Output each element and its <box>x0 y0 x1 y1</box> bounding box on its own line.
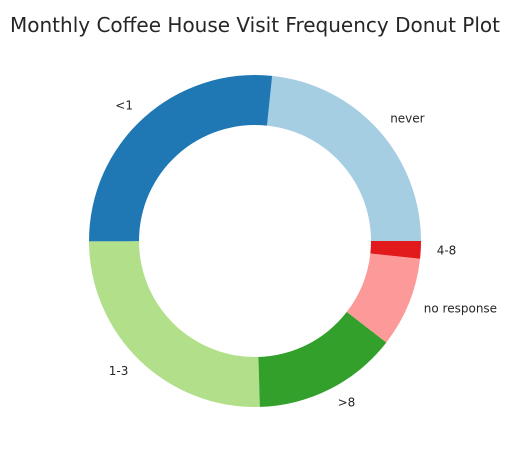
slice-1-3 <box>89 241 260 407</box>
slice-gt-8 <box>258 311 387 407</box>
slice-label-4-8: 4-8 <box>437 243 457 257</box>
donut-slices <box>89 75 421 407</box>
slice-label-gt-8: >8 <box>338 396 356 410</box>
slice-no-response <box>346 253 421 343</box>
donut-labels: never <1 1-3 >8 no response 4-8 <box>109 99 497 410</box>
slice-label-never: never <box>390 112 424 126</box>
slice-label-no-response: no response <box>424 302 497 316</box>
slice-label-lt-1: <1 <box>115 99 133 113</box>
slice-label-1-3: 1-3 <box>109 364 129 378</box>
slice-lt-1 <box>89 75 273 242</box>
chart-title: Monthly Coffee House Visit Frequency Don… <box>10 13 500 37</box>
slice-4-8 <box>370 241 421 259</box>
slice-never <box>266 75 421 241</box>
